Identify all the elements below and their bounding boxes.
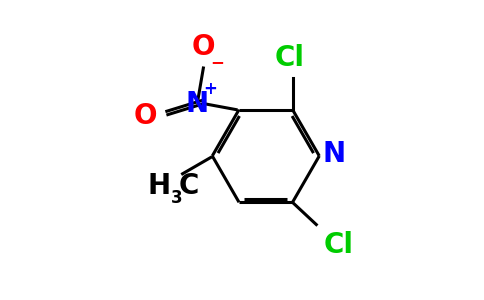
- Text: O: O: [192, 33, 215, 61]
- Text: N: N: [186, 90, 209, 118]
- Text: N: N: [322, 140, 346, 169]
- Text: C: C: [179, 172, 199, 200]
- Text: −: −: [211, 52, 225, 70]
- Text: +: +: [203, 80, 217, 98]
- Text: Cl: Cl: [274, 44, 304, 73]
- Text: Cl: Cl: [324, 231, 354, 260]
- Text: O: O: [134, 102, 157, 130]
- Text: 3: 3: [171, 189, 183, 207]
- Text: H: H: [148, 172, 171, 200]
